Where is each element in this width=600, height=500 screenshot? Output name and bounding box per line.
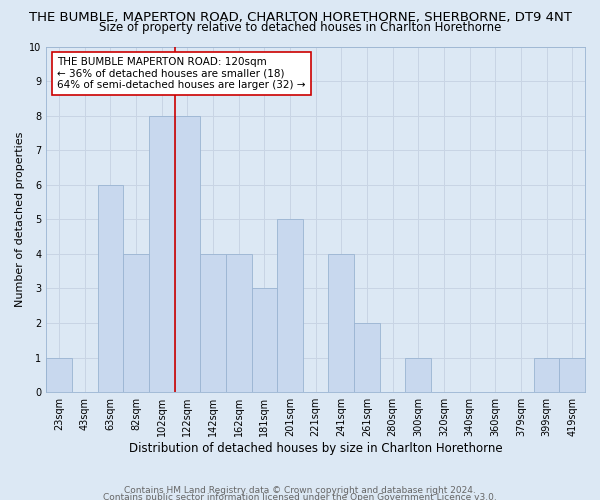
Bar: [277, 220, 303, 392]
Bar: [200, 254, 226, 392]
Bar: [354, 323, 380, 392]
Bar: [328, 254, 354, 392]
Bar: [251, 288, 277, 392]
Text: THE BUMBLE MAPERTON ROAD: 120sqm
← 36% of detached houses are smaller (18)
64% o: THE BUMBLE MAPERTON ROAD: 120sqm ← 36% o…: [57, 57, 305, 90]
Bar: [98, 185, 123, 392]
Text: Contains public sector information licensed under the Open Government Licence v3: Contains public sector information licen…: [103, 493, 497, 500]
Bar: [533, 358, 559, 392]
Text: Contains HM Land Registry data © Crown copyright and database right 2024.: Contains HM Land Registry data © Crown c…: [124, 486, 476, 495]
Bar: [123, 254, 149, 392]
X-axis label: Distribution of detached houses by size in Charlton Horethorne: Distribution of detached houses by size …: [129, 442, 502, 455]
Bar: [175, 116, 200, 392]
Bar: [149, 116, 175, 392]
Bar: [559, 358, 585, 392]
Bar: [406, 358, 431, 392]
Bar: [46, 358, 72, 392]
Text: THE BUMBLE, MAPERTON ROAD, CHARLTON HORETHORNE, SHERBORNE, DT9 4NT: THE BUMBLE, MAPERTON ROAD, CHARLTON HORE…: [29, 11, 571, 24]
Y-axis label: Number of detached properties: Number of detached properties: [15, 132, 25, 307]
Bar: [226, 254, 251, 392]
Text: Size of property relative to detached houses in Charlton Horethorne: Size of property relative to detached ho…: [99, 21, 501, 34]
